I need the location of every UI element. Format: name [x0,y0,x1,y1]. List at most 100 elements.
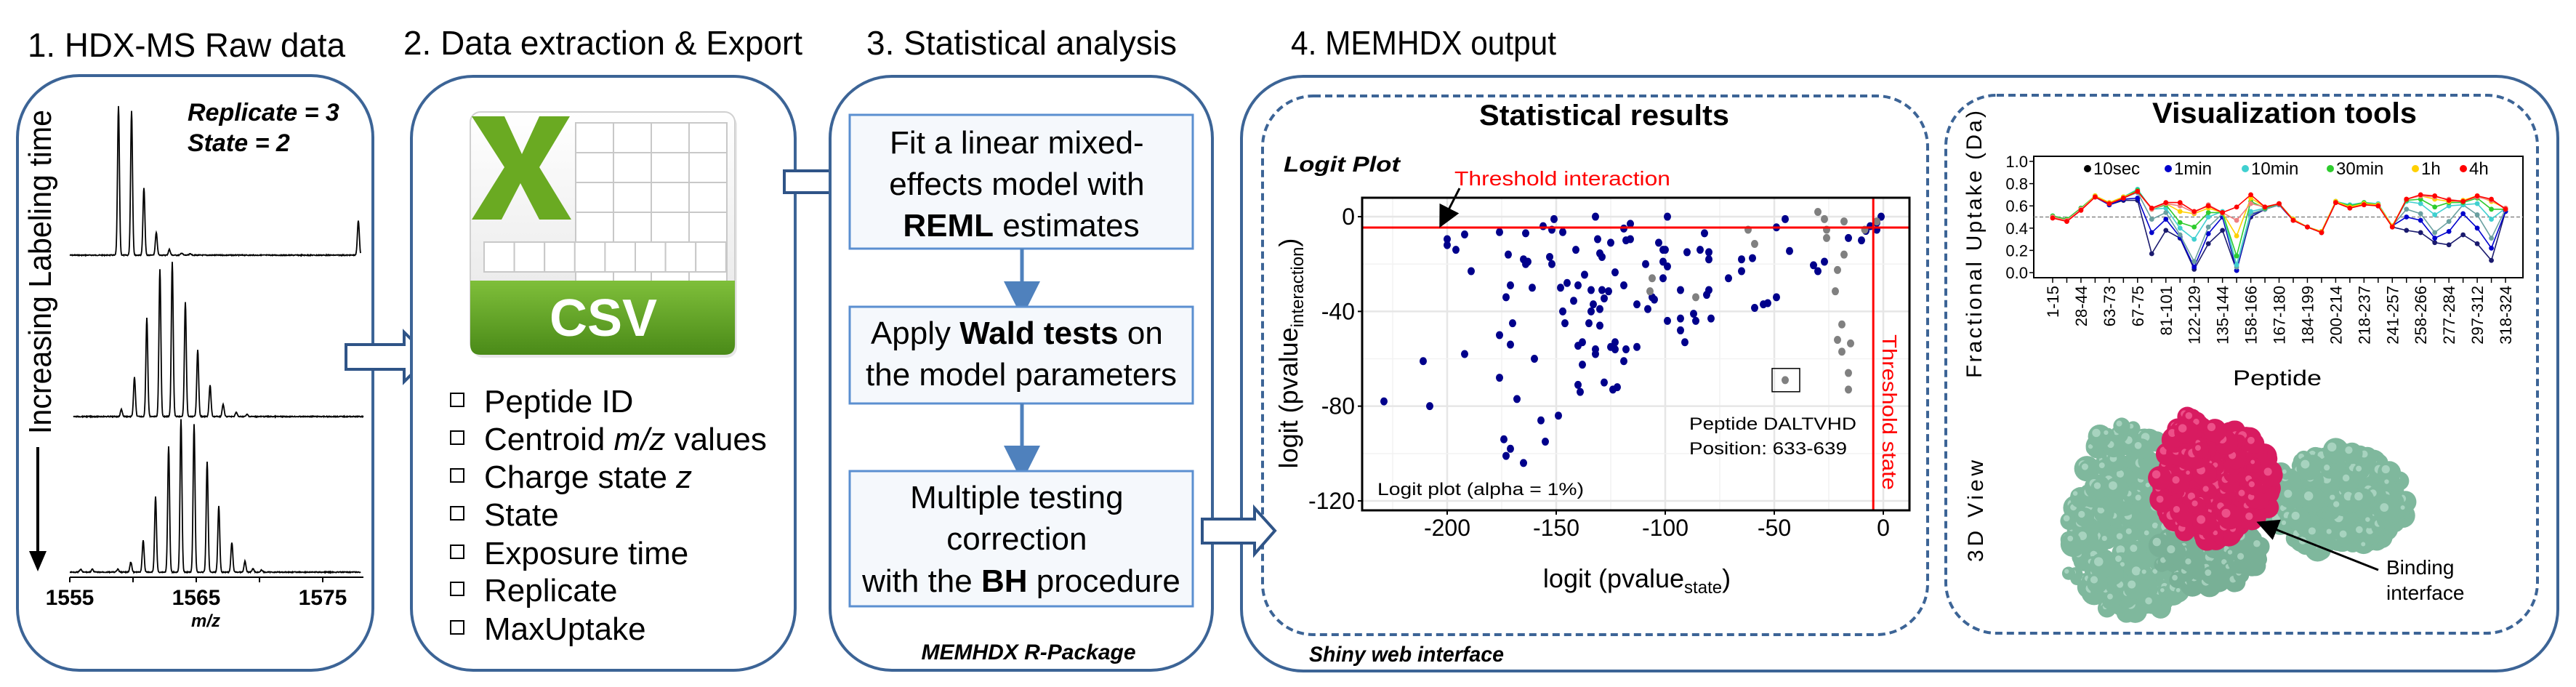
uptake-point [2432,212,2438,217]
peptide-point [1520,459,1527,467]
peptide-point [1659,274,1667,283]
peptide-point-gray [1840,217,1848,226]
uptake-point [2220,228,2226,233]
field-bullet-icon [450,506,464,521]
uptake-point [2503,206,2508,212]
peptide-point [1577,387,1584,396]
peptide-point [1563,278,1571,287]
uptake-point [2489,196,2494,202]
peptide-point [1574,281,1582,290]
uptake-y-tick-label: 0.4 [2005,220,2028,238]
peptide-point [1705,255,1712,264]
peptide-point [1507,444,1514,453]
peptide-tick-label: 241-257 [2383,286,2402,345]
peptide-tick-label: 167-180 [2271,286,2289,345]
peptide-point [1738,255,1745,264]
uptake-point [2149,251,2154,257]
uptake-plot: 0.0 0.2 0.4 0.6 0.8 1.0 1-15 28-44 63-73 67-75 81-… [2005,153,2524,345]
peptide-point [1529,284,1536,292]
uptake-point [2163,228,2169,233]
statistical-results-title: Statistical results [1479,100,1729,132]
uptake-x-axis-label: Peptide [2233,366,2322,390]
logit-y-tick-label: -120 [1308,488,1355,514]
peptide-point [1502,451,1510,460]
peptide-point [1559,228,1566,236]
binding-label-1: Binding [2386,556,2454,579]
field-bullet-icon [450,620,464,635]
peptide-point [1500,435,1508,443]
uptake-point [2489,217,2494,222]
uptake-point [2489,236,2494,241]
peptide-point [1738,267,1745,276]
peptide-point [1542,438,1549,446]
uptake-point [2234,253,2239,259]
uptake-point [2234,233,2239,238]
uptake-point [2205,231,2211,236]
exported-field: MaxUptake [484,611,646,647]
uptake-y-tick-label: 1.0 [2005,153,2028,171]
uptake-point [2446,219,2452,225]
uptake-point [2361,202,2367,208]
spectrum-trace-2 [73,262,364,419]
uptake-point [2177,225,2183,231]
peptide-point [1677,326,1684,334]
peptide-point [1810,261,1817,270]
panel1-title: 1. HDX-MS Raw data [28,26,345,64]
peptide-point [1622,345,1630,353]
panel1-box [16,74,374,672]
logit-y-tick-label: 0 [1342,204,1355,230]
uptake-point [2375,203,2381,209]
peptide-point-gray [1649,274,1656,283]
field-bullet-icon [450,468,464,483]
peptide-point [1633,342,1641,351]
peptide-point [1596,305,1603,313]
uptake-point [2290,217,2296,223]
peptide-tick-label: 318-324 [2497,286,2515,345]
peptide-point [1522,229,1529,238]
peptide-tick-label: 63-73 [2101,286,2119,326]
peptide-point [1683,248,1691,257]
uptake-point [2474,241,2480,246]
peptide-tick-label: 184-199 [2298,286,2317,345]
peptide-tick-label: 122-129 [2186,286,2204,345]
peptide-point [1507,281,1514,290]
peptide-point [1505,250,1512,259]
peptide-point [1444,241,1451,249]
uptake-point [2191,209,2197,214]
protein-pink-top [2161,406,2227,470]
peptide-point [1496,228,1503,236]
peptide-point [1664,212,1671,221]
uptake-point [2432,204,2438,210]
peptide-point [1677,286,1684,294]
peptide-tick-label: 81-101 [2157,286,2175,336]
peptide-point-gray [1845,369,1852,377]
uptake-point [2432,236,2438,241]
peptide-point [1664,262,1671,270]
peptide-point [1692,316,1699,325]
logit-y-tick-label: -40 [1321,298,1355,324]
uptake-point [2432,230,2438,236]
peptide-point [1507,340,1514,349]
exported-field: Centroid m/z values [484,422,767,457]
field-bullet-icon [450,430,464,445]
peptide-point-gray [1840,250,1848,259]
peptide-point [1574,380,1582,389]
logit-x-tick-label: -50 [1758,515,1791,541]
peptide-point [1611,268,1619,277]
peptide-point [1644,305,1651,313]
uptake-point [2135,188,2141,194]
peptide-point [1705,286,1712,294]
3d-view-label: 3D View [1964,460,1988,562]
uptake-y-tick-label: 0.0 [2005,264,2028,282]
logit-y-tick-label: -80 [1321,393,1355,419]
uptake-point [2191,224,2197,230]
replicate-label: Replicate = 3 [188,99,339,126]
uptake-point [2149,217,2154,222]
uptake-point [2149,230,2154,236]
peptide-point [1550,214,1558,223]
peptide-tick-label: 1-15 [2044,286,2062,318]
peptide-point [1701,229,1708,238]
peptide-point [1572,246,1579,254]
peptide-point [1461,350,1468,358]
protein-green-top [2074,417,2169,517]
